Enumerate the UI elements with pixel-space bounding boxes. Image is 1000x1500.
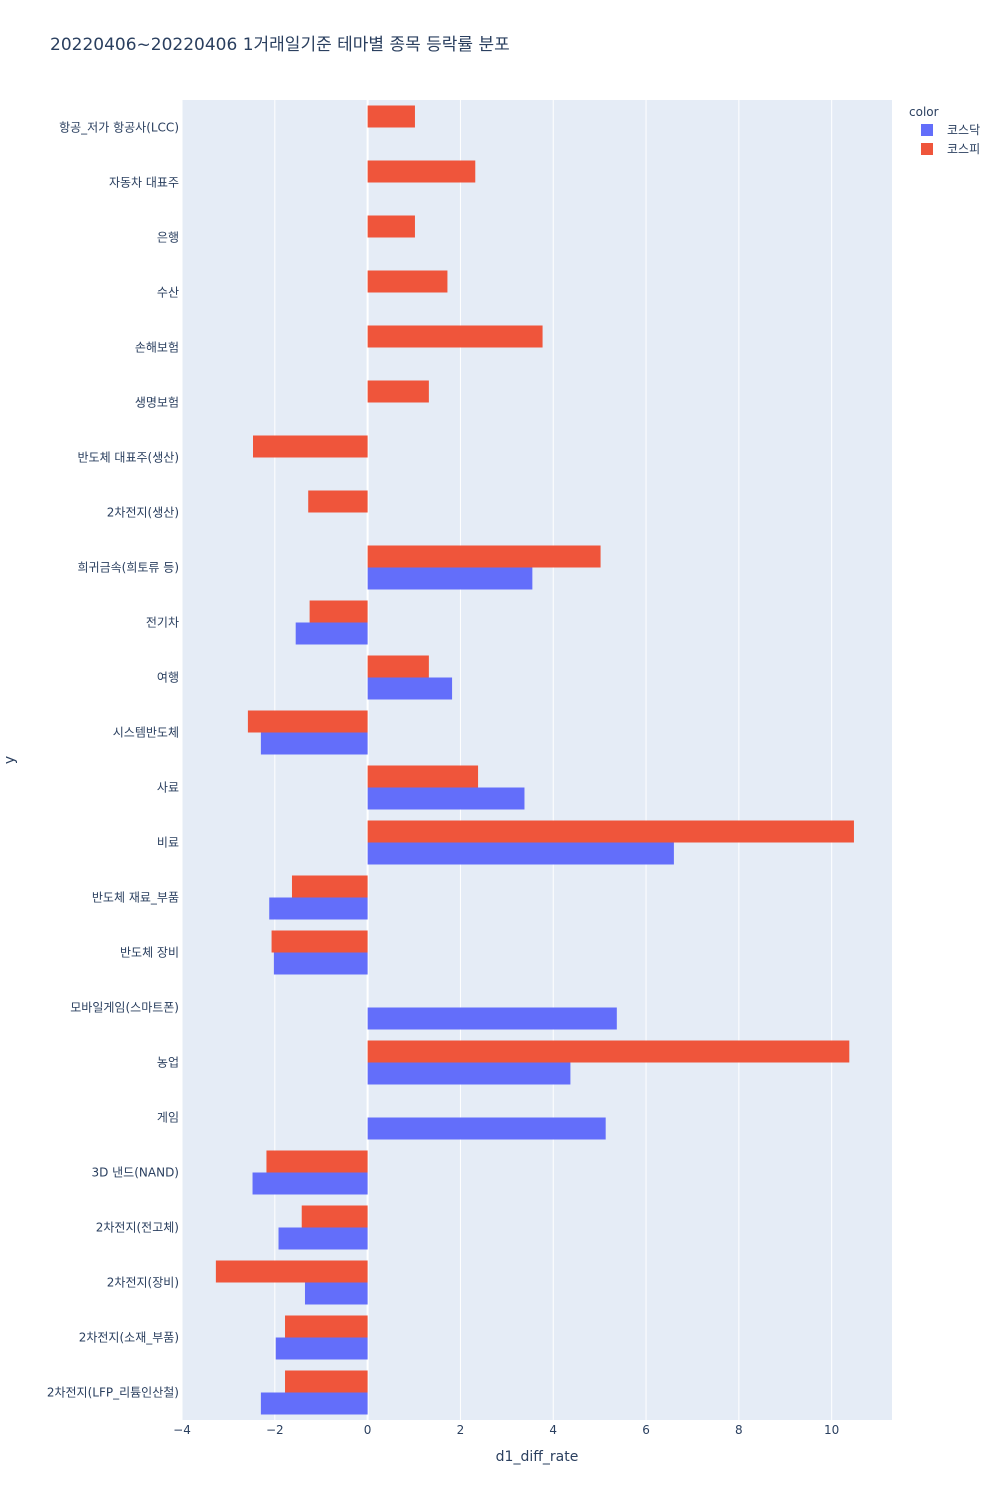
bar-kosdaq[interactable] — [273, 952, 368, 975]
bar-kosdaq[interactable] — [367, 1007, 617, 1030]
y-tick-label: 반도체 대표주(생산) — [78, 451, 180, 465]
y-tick-label: 여행 — [157, 670, 179, 685]
bar-kosdaq[interactable] — [260, 732, 368, 755]
bar-kospi[interactable] — [367, 160, 476, 183]
bar-kosdaq[interactable] — [367, 1062, 571, 1085]
bar-kospi[interactable] — [271, 930, 368, 953]
bar-kospi[interactable] — [367, 380, 429, 403]
legend-label-kospi[interactable]: 코스피 — [947, 142, 980, 156]
y-tick-label: 2차전지(장비) — [107, 1276, 179, 1290]
grid-lines — [181, 100, 833, 1420]
bar-kosdaq[interactable] — [367, 567, 533, 590]
bar-kosdaq[interactable] — [278, 1227, 368, 1250]
x-axis-title: d1_diff_rate — [496, 1449, 579, 1465]
x-tick-label: 2 — [457, 1423, 465, 1437]
y-tick-label: 2차전지(전고체) — [96, 1221, 179, 1235]
chart-title: 20220406~20220406 1거래일기준 테마별 종목 등락률 분포 — [50, 35, 510, 55]
bar-kospi[interactable] — [367, 270, 448, 293]
bar-kospi[interactable] — [367, 655, 429, 678]
x-tick-label: 8 — [735, 1423, 743, 1437]
y-tick-label: 반도체 재료_부품 — [92, 891, 179, 905]
bar-kospi[interactable] — [367, 105, 415, 128]
x-tick-label: 4 — [549, 1423, 557, 1437]
x-tick-label: −2 — [266, 1423, 284, 1437]
y-tick-label: 3D 낸드(NAND) — [91, 1166, 179, 1180]
bar-kosdaq[interactable] — [269, 897, 368, 920]
bar-kospi[interactable] — [367, 545, 601, 568]
legend-swatch-kosdaq[interactable] — [921, 124, 933, 136]
y-tick-label: 전기차 — [146, 616, 179, 630]
y-tick-label: 손해보험 — [135, 341, 179, 355]
bar-kosdaq[interactable] — [275, 1337, 368, 1360]
bar-kospi[interactable] — [253, 435, 368, 458]
bar-kosdaq[interactable] — [367, 677, 453, 700]
y-axis-title: y — [2, 756, 18, 764]
bar-kospi[interactable] — [367, 1040, 850, 1063]
y-tick-label: 생명보험 — [135, 396, 179, 410]
bar-kospi[interactable] — [367, 820, 854, 843]
bar-kosdaq[interactable] — [367, 842, 674, 865]
y-tick-label: 자동차 대표주 — [109, 176, 179, 190]
y-tick-label: 희귀금속(희토류 등) — [78, 561, 180, 575]
y-tick-label: 2차전지(생산) — [107, 506, 179, 520]
y-tick-label: 게임 — [157, 1111, 179, 1125]
legend-title: color — [909, 105, 939, 119]
y-tick-label: 2차전지(소재_부품) — [79, 1331, 179, 1345]
plot-area — [182, 100, 892, 1420]
y-tick-label: 은행 — [157, 230, 179, 245]
y-tick-label: 수산 — [157, 286, 179, 300]
bar-kospi[interactable] — [215, 1260, 368, 1283]
y-tick-label: 비료 — [157, 836, 179, 850]
bars — [215, 105, 854, 1415]
legend-label-kosdaq[interactable]: 코스닥 — [947, 123, 980, 137]
x-tick-label: 0 — [364, 1423, 372, 1437]
bar-kosdaq[interactable] — [367, 1117, 606, 1140]
bar-kosdaq[interactable] — [260, 1392, 368, 1415]
x-tick-label: −4 — [173, 1423, 191, 1437]
bar-kospi[interactable] — [285, 1370, 368, 1393]
y-tick-label: 모바일게임(스마트폰) — [70, 1001, 179, 1015]
y-tick-label: 2차전지(LFP_리튬인산철) — [47, 1386, 179, 1400]
bar-kosdaq[interactable] — [252, 1172, 368, 1195]
bar-kospi[interactable] — [367, 765, 479, 788]
y-tick-label: 사료 — [157, 781, 179, 795]
y-tick-label: 농업 — [157, 1056, 179, 1070]
x-tick-label: 6 — [642, 1423, 650, 1437]
bar-kospi[interactable] — [367, 325, 543, 348]
x-tick-labels: −4 −2 0 2 4 6 8 10 — [173, 1423, 839, 1437]
bar-kospi[interactable] — [309, 600, 368, 623]
bar-kospi[interactable] — [247, 710, 368, 733]
y-tick-label: 시스템반도체 — [113, 726, 179, 740]
x-tick-label: 10 — [824, 1423, 839, 1437]
bar-kosdaq[interactable] — [367, 787, 525, 810]
y-tick-label: 항공_저가 항공사(LCC) — [59, 121, 179, 135]
bar-kospi[interactable] — [266, 1150, 368, 1173]
legend: color 코스닥 코스피 — [909, 105, 980, 156]
bar-kospi[interactable] — [301, 1205, 368, 1228]
legend-swatch-kospi[interactable] — [921, 143, 933, 155]
y-tick-label: 반도체 장비 — [120, 946, 179, 960]
bar-kospi[interactable] — [291, 875, 368, 898]
bar-kosdaq[interactable] — [304, 1282, 368, 1305]
bar-kosdaq[interactable] — [295, 622, 368, 645]
bar-kospi[interactable] — [285, 1315, 368, 1338]
bar-kospi[interactable] — [367, 215, 415, 238]
bar-kospi[interactable] — [308, 490, 368, 513]
